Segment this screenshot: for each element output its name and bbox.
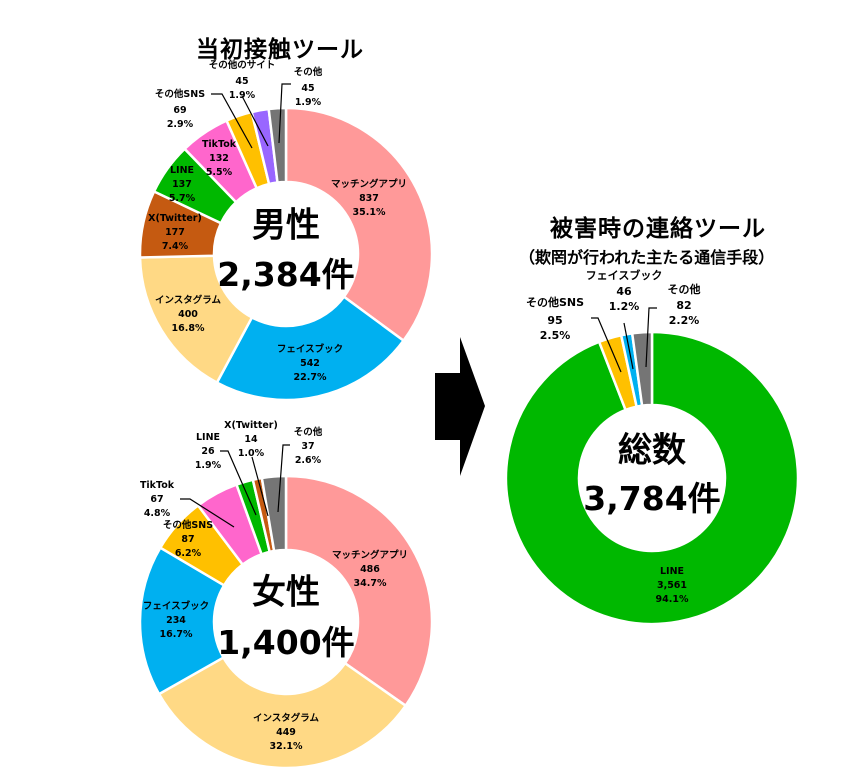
male-label-other: その他 45 1.9%: [293, 67, 323, 108]
donut-segment: [504, 330, 800, 626]
total-center-count: 3,784件: [583, 479, 721, 518]
leader-lines: [180, 83, 657, 528]
leader-male-other-sns: [211, 93, 253, 149]
total-label-facebook: フェイスブック 46 1.2%: [585, 269, 663, 313]
male-donut-chart: [138, 106, 434, 402]
total-label-line: LINE 3,561 94.1%: [655, 566, 689, 605]
female-donut-chart: [138, 474, 434, 770]
donut-segment: [215, 294, 406, 402]
leader-female-twitter: [251, 456, 269, 517]
donut-segment: [284, 106, 434, 343]
male-label-facebook: フェイスブック 542 22.7%: [276, 344, 344, 383]
donut-segment: [260, 474, 288, 553]
left-chart-title: 当初接触ツール: [196, 37, 364, 63]
female-label-other-sns: その他SNS 87 6.2%: [162, 520, 214, 559]
male-label-line: LINE 137 5.7%: [168, 165, 196, 204]
male-label-tiktok: TikTok 132 5.5%: [201, 139, 237, 178]
female-label-instagram: インスタグラム 449 32.1%: [252, 713, 320, 752]
total-center-label: 総数: [618, 430, 686, 471]
total-label-other: その他 82 2.2%: [667, 283, 701, 327]
male-label-twitter: X(Twitter) 177 7.4%: [148, 213, 202, 252]
total-label-other-sns: その他SNS 95 2.5%: [525, 296, 585, 342]
leader-total-other-sns: [591, 317, 622, 373]
leader-male-other-site: [241, 95, 269, 147]
female-label-other: その他 37 2.6%: [293, 427, 323, 466]
donut-segment: [138, 254, 254, 385]
male-center-count: 2,384件: [217, 255, 355, 294]
right-arrow-icon: [435, 337, 485, 476]
female-center-count: 1,400件: [217, 623, 355, 662]
male-label-instagram: インスタグラム 400 16.8%: [154, 295, 222, 334]
male-label-other-site: その他のサイト 45 1.9%: [208, 60, 276, 101]
male-label-matching-app: マッチングアプリ 837 35.1%: [330, 179, 408, 218]
leader-male-other: [278, 83, 291, 144]
donut-segment: [284, 474, 434, 708]
female-label-line: LINE 26 1.9%: [194, 432, 222, 471]
leader-total-other: [645, 307, 657, 368]
donut-segment: [157, 655, 408, 770]
donut-segment: [267, 106, 288, 184]
leader-female-tiktok: [180, 498, 235, 528]
male-center-label: 男性: [252, 205, 320, 246]
right-chart-title: 被害時の連絡ツール: [550, 216, 766, 242]
male-label-other-sns: その他SNS 69 2.9%: [154, 89, 206, 130]
total-donut-chart: [504, 330, 800, 626]
female-label-matching-app: マッチングアプリ 486 34.7%: [331, 550, 409, 589]
female-label-facebook: フェイスブック 234 16.7%: [142, 601, 210, 640]
female-label-twitter: X(Twitter) 14 1.0%: [224, 420, 278, 459]
female-center-label: 女性: [252, 572, 320, 613]
leader-female-other: [277, 444, 290, 513]
donut-segment: [138, 545, 226, 696]
right-chart-subtitle: （欺罔が行われた主たる通信手段）: [519, 248, 775, 267]
leader-female-line: [220, 450, 257, 516]
female-label-tiktok: TikTok 67 4.8%: [139, 480, 175, 519]
leader-total-facebook: [623, 322, 634, 370]
